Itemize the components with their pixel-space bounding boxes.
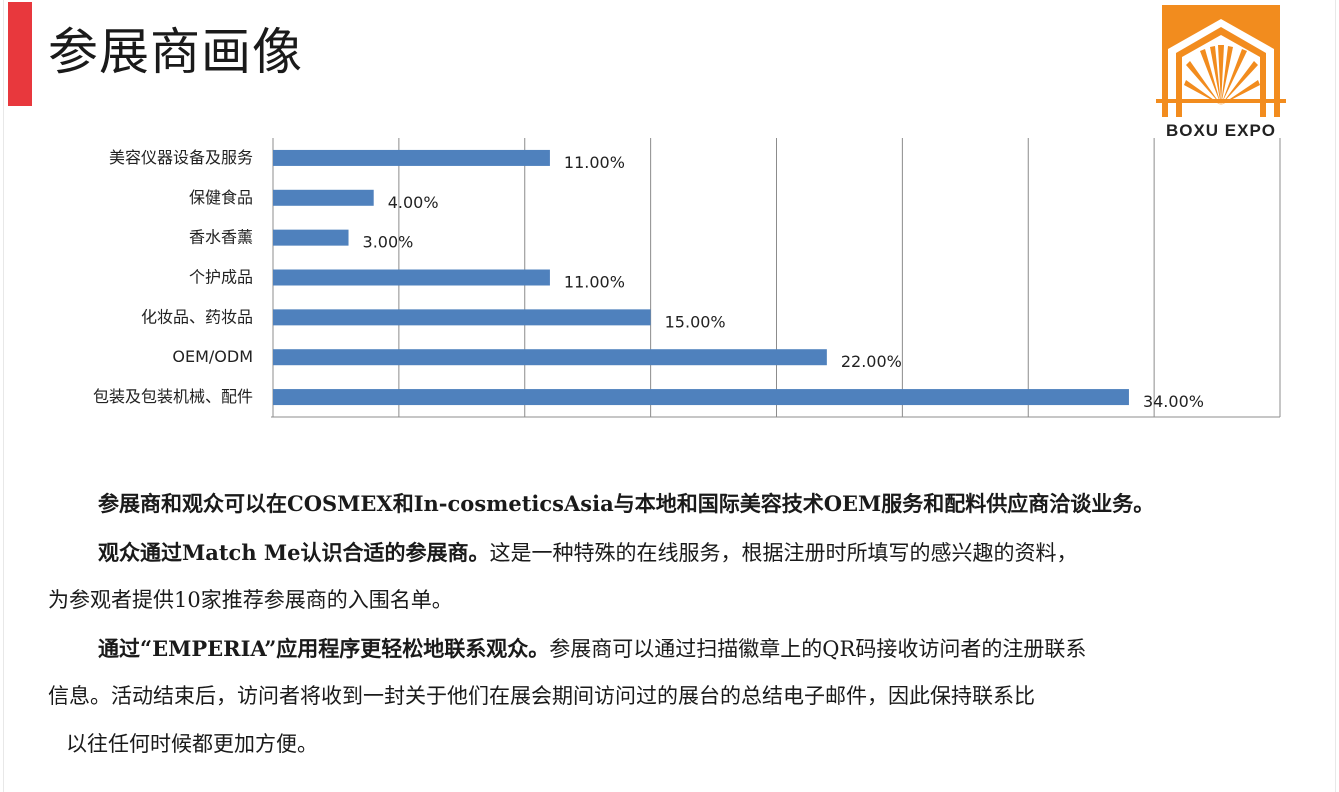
- paragraph-3-bold: 通过“EMPERIA”应用程序更轻松地联系观众。: [98, 635, 550, 661]
- boxu-expo-logo: [1156, 5, 1286, 117]
- sunburst-house-icon: [1156, 5, 1286, 117]
- category-label: 美容仪器设备及服务: [109, 148, 253, 167]
- bar: [273, 309, 651, 326]
- category-label: 化妆品、药妆品: [141, 307, 253, 326]
- paragraph-3-text: 参展商可以通过扫描徽章上的QR码接收访问者的注册联系: [549, 636, 1087, 661]
- bar: [273, 189, 374, 206]
- body-text: 参展商和观众可以在COSMEX和In-cosmeticsAsia与本地和国际美容…: [48, 480, 1288, 768]
- paragraph-3: 通过“EMPERIA”应用程序更轻松地联系观众。参展商可以通过扫描徽章上的QR码…: [48, 625, 1288, 674]
- logo-text: BOXU EXPO: [1165, 121, 1277, 140]
- paragraph-2: 观众通过Match Me认识合适的参展商。这是一种特殊的在线服务，根据注册时所填…: [48, 529, 1288, 578]
- paragraph-2-continued: 为参观者提供10家推荐参展商的入围名单。: [48, 577, 1288, 625]
- category-label: 包装及包装机械、配件: [93, 387, 253, 406]
- paragraph-2-text: 这是一种特殊的在线服务，根据注册时所填写的感兴趣的资料，: [489, 540, 1078, 565]
- bar: [273, 389, 1129, 406]
- category-label: 个护成品: [189, 268, 253, 287]
- bar: [273, 149, 550, 166]
- data-label: 11.00%: [564, 153, 625, 172]
- data-label: 22.00%: [841, 352, 902, 371]
- data-label: 15.00%: [665, 312, 726, 331]
- data-label: 3.00%: [363, 233, 414, 252]
- paragraph-2-bold: 观众通过Match Me认识合适的参展商。: [98, 539, 490, 565]
- page-title: 参展商画像: [48, 23, 303, 81]
- data-label: 34.00%: [1143, 392, 1204, 411]
- paragraph-3-last: 以往任何时候都更加方便。: [48, 721, 1288, 769]
- bar: [273, 349, 827, 366]
- title-accent-bar: [8, 2, 32, 106]
- paragraph-3-text-3: 以往任何时候都更加方便。: [66, 731, 318, 756]
- paragraph-2-text-2: 为参观者提供10家推荐参展商的入围名单。: [48, 588, 453, 612]
- category-label: OEM/ODM: [172, 347, 253, 366]
- bar: [273, 229, 349, 246]
- paragraph-3-continued: 信息。活动结束后，访问者将收到一封关于他们在展会期间访问过的展台的总结电子邮件，…: [48, 673, 1288, 721]
- paragraph-3-text-2: 信息。活动结束后，访问者将收到一封关于他们在展会期间访问过的展台的总结电子邮件，…: [48, 684, 1035, 708]
- paragraph-1-bold: 参展商和观众可以在COSMEX和In-cosmeticsAsia与本地和国际美容…: [98, 491, 1155, 516]
- bar: [273, 269, 550, 286]
- data-label: 4.00%: [388, 193, 439, 212]
- paragraph-1: 参展商和观众可以在COSMEX和In-cosmeticsAsia与本地和国际美容…: [48, 480, 1288, 529]
- data-label: 11.00%: [564, 273, 625, 292]
- category-label: 保健食品: [189, 188, 253, 207]
- exhibitor-category-bar-chart: 美容仪器设备及服务 11.00% 保健食品 4.00% 香水香薰 3.00% 个护成品 11.…: [93, 138, 1281, 418]
- category-label: 香水香薰: [189, 228, 253, 247]
